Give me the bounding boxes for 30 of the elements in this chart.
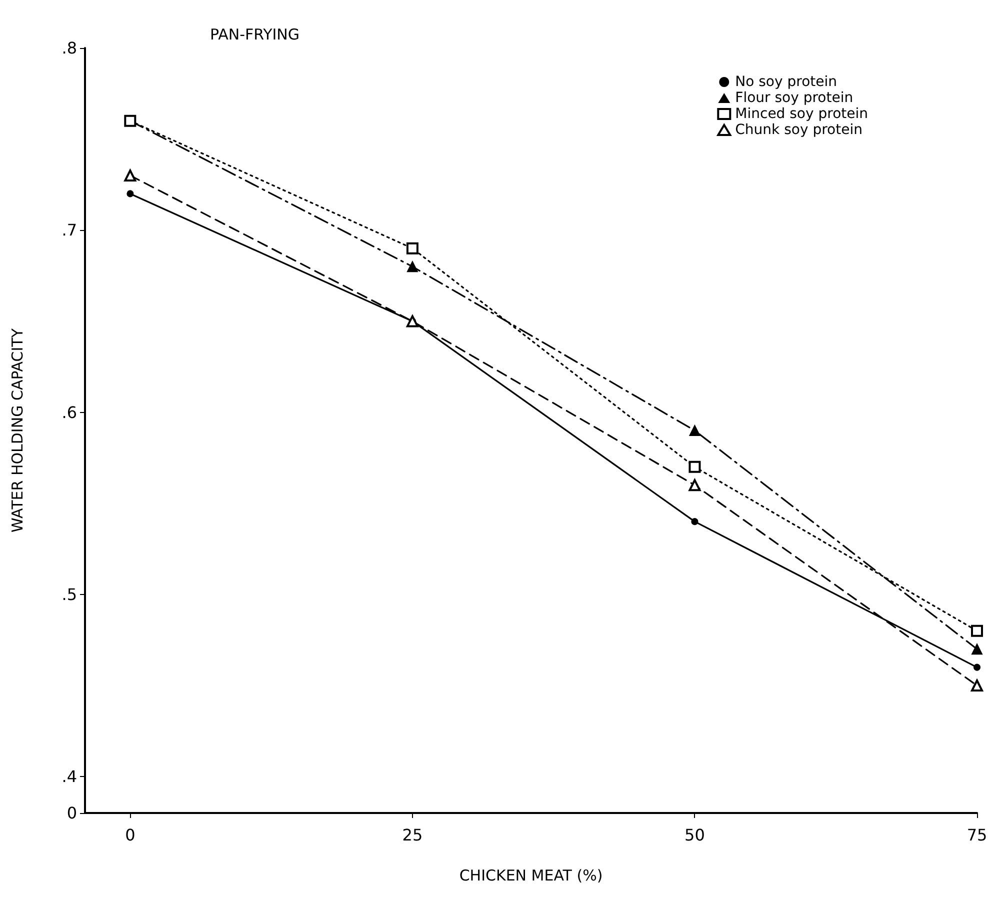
y-tick-label: 0 [66,804,77,822]
point [124,170,136,182]
point [126,190,134,198]
x-tick-label: 50 [684,826,705,844]
y-tick-label: .4 [62,767,77,786]
y-tick-label: .8 [62,38,77,58]
x-tick-label: 75 [966,826,988,844]
point [406,242,418,254]
y-tick-label: .6 [62,402,77,422]
legend-label: Minced soy protein [735,106,868,122]
point [406,315,418,328]
y-tick-label: .7 [62,220,77,240]
point [406,261,418,272]
point [971,680,983,692]
point [972,644,982,655]
x-tick-label: 25 [402,826,423,844]
y-tick-label: .5 [62,584,77,604]
legend-label: No soy protein [735,74,838,90]
x-axis-title: CHICKEN MEAT (%) [459,866,603,884]
chart-title: PAN-FRYING [210,26,300,44]
x-tick-label: 0 [125,826,136,844]
point [971,624,983,637]
point [688,479,701,492]
point [691,518,698,526]
point [689,425,700,436]
legend-label: Chunk soy protein [735,122,862,138]
legend-label: Flour soy protein [735,90,854,106]
point [688,460,701,473]
y-axis-title: WATER HOLDING CAPACITY [8,328,26,533]
point [974,664,980,671]
